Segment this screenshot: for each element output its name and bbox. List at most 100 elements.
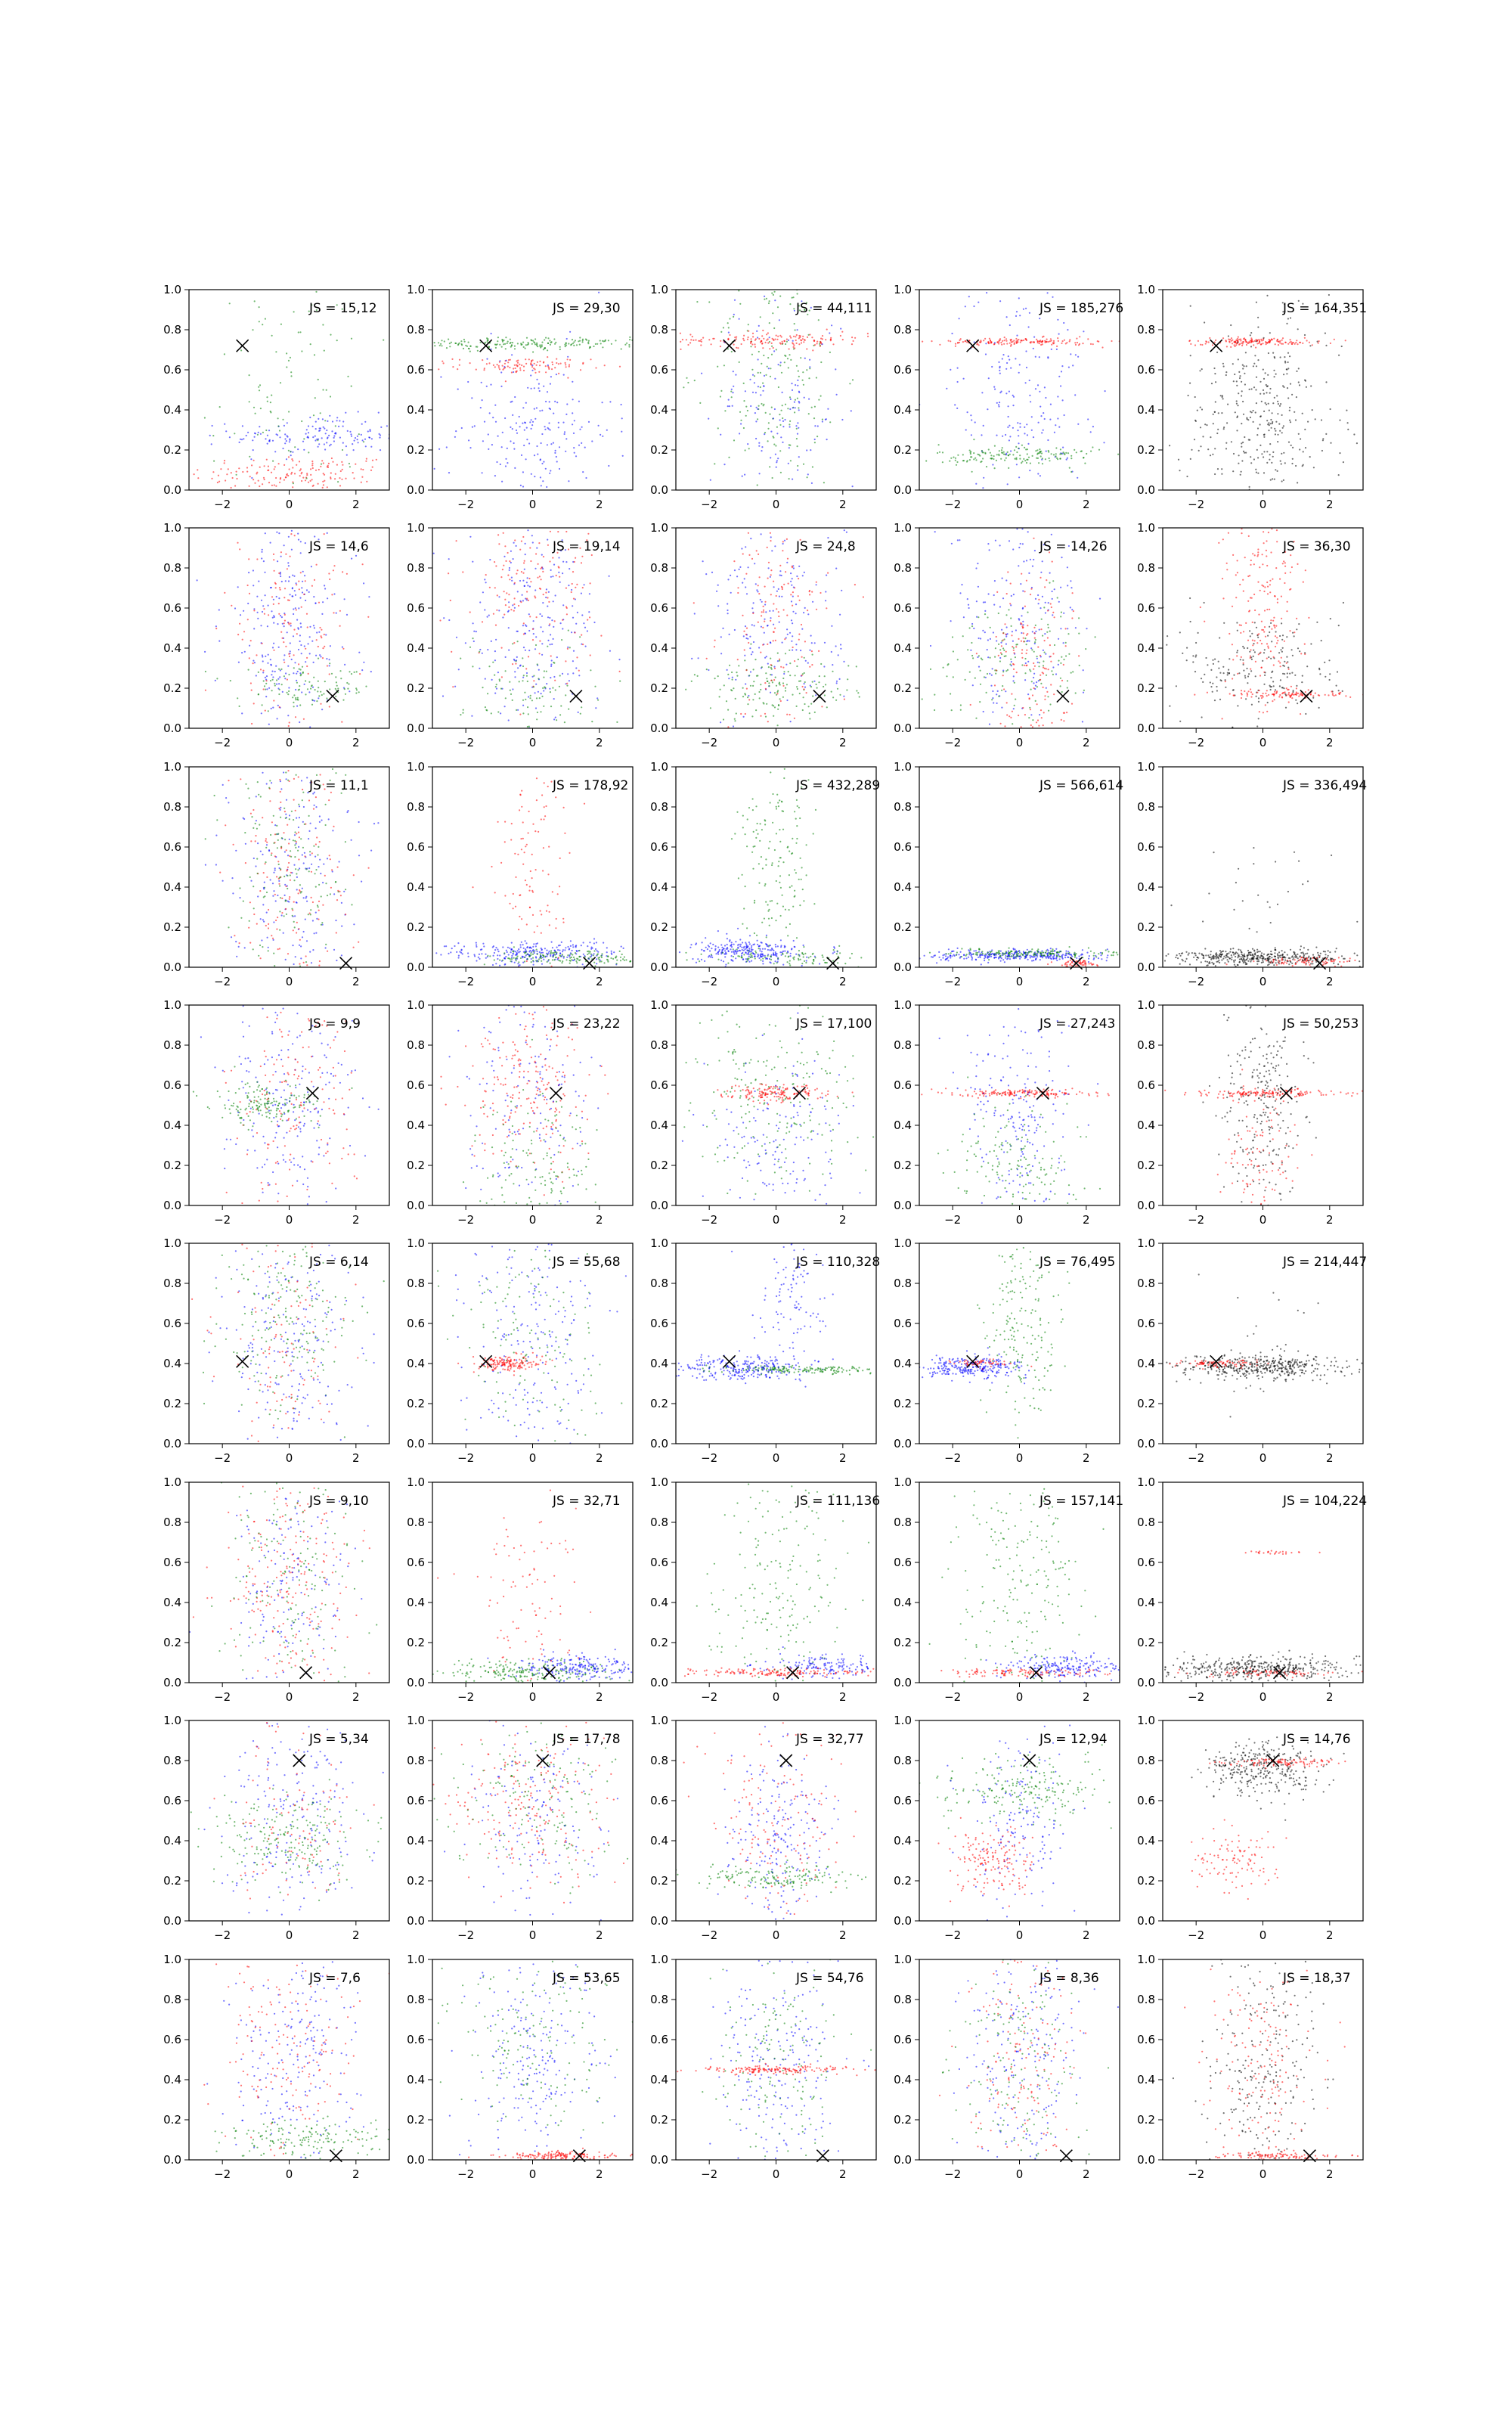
data-point [526,597,528,600]
x-marker [1210,339,1223,352]
data-point [733,687,735,690]
data-point [299,640,301,643]
data-point [783,672,785,675]
data-point [1036,457,1039,460]
data-point [1265,341,1267,343]
data-point [795,644,798,646]
data-point [603,365,606,367]
data-point [550,576,553,578]
data-point [367,616,370,618]
data-point [819,345,821,347]
data-point [526,591,528,593]
data-point [787,462,789,464]
data-point [457,343,460,346]
data-point [1241,693,1243,696]
data-point [1250,338,1253,341]
data-point [302,718,305,720]
data-point [743,340,745,342]
data-point [1017,341,1019,343]
data-point [1314,418,1316,420]
data-point [1082,669,1084,672]
data-point [1331,690,1333,693]
data-point [519,579,522,582]
data-point [761,611,763,613]
data-point [979,341,981,343]
data-point [317,690,319,693]
data-point [538,669,540,671]
data-point [1247,647,1249,650]
data-point [1260,338,1263,340]
data-point [253,436,256,438]
data-point [524,554,526,556]
data-point [587,532,590,535]
data-point [1049,644,1051,647]
data-point [579,636,581,638]
data-point [590,669,592,672]
data-point [1064,645,1067,647]
data-point [770,569,773,572]
data-point [335,612,337,614]
data-point [525,624,527,626]
data-point [1238,371,1241,373]
y-tick-label: 0.8 [1137,561,1155,575]
data-point [324,420,327,422]
data-point [731,671,733,674]
data-point [261,654,263,656]
data-point [992,464,994,466]
data-point [319,412,321,414]
data-point [1249,575,1251,577]
data-point [669,707,671,709]
data-point [1289,571,1291,573]
data-point [814,425,816,427]
data-point [821,335,824,337]
data-point [287,359,290,361]
data-point [327,464,329,467]
data-point [728,633,730,636]
data-point [852,340,854,342]
data-point [1040,343,1043,346]
axes-frame [675,527,877,729]
data-point [1276,642,1278,644]
scatter-points [193,290,398,489]
data-point [1281,414,1283,417]
data-point [792,478,794,480]
data-point [277,560,279,563]
data-point [396,424,398,425]
data-point [1055,455,1057,458]
data-point [1078,664,1080,667]
data-point [481,472,483,474]
data-point [230,486,232,489]
data-point [1186,647,1188,649]
data-point [256,654,258,656]
data-point [1042,724,1044,727]
data-point [583,584,585,586]
data-point [839,613,841,616]
data-point [829,339,832,341]
data-point [262,672,265,674]
data-point [1027,442,1030,445]
data-point [736,346,738,349]
data-point [298,668,300,670]
data-point [1009,603,1012,605]
data-point [1273,595,1276,597]
data-point [1277,639,1279,642]
data-point [1284,462,1286,464]
data-point [1032,436,1035,439]
data-point [748,641,750,644]
data-point [263,613,265,615]
data-point [1022,706,1024,709]
data-point [512,663,514,666]
data-point [1219,679,1222,681]
axes-frame [188,527,390,729]
data-point [777,588,779,591]
data-point [1026,424,1028,426]
data-point [1281,427,1284,429]
data-point [1006,361,1009,365]
data-point [1232,659,1235,661]
data-point [467,380,469,383]
data-point [804,339,806,341]
data-point [559,576,561,578]
data-point [1292,446,1294,449]
data-point [554,343,556,345]
data-point [941,451,944,454]
